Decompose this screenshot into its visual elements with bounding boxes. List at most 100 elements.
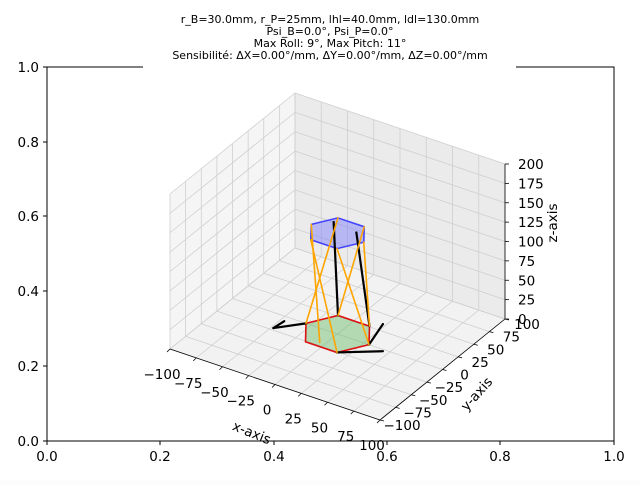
grid-line <box>294 92 506 165</box>
grid-line <box>294 189 506 262</box>
grid-line <box>201 323 412 396</box>
grid-line <box>294 247 506 320</box>
z-tick-label: 100 <box>518 235 544 251</box>
grid-line <box>169 247 296 350</box>
z-tick-label: 75 <box>518 254 535 270</box>
horns-segment <box>367 322 384 346</box>
y-tick-label: −50 <box>419 393 448 409</box>
x-tick-mark <box>166 348 171 353</box>
y-tick-label: −25 <box>435 380 464 396</box>
outer-y-tick-label: 0.0 <box>18 434 39 450</box>
horns-segment <box>332 220 340 317</box>
x-tick-label: −75 <box>174 376 203 392</box>
title-line: Max Roll: 9°, Max Pitch: 11° <box>254 37 407 50</box>
x-tick-mark <box>271 384 276 388</box>
outer-x-tick-label: 0.4 <box>263 449 284 465</box>
x-tick-label: 100 <box>359 438 385 454</box>
y-tick-label: −75 <box>403 405 432 421</box>
title-line: Psi_B=0.0°, Psi_P=0.0° <box>266 25 393 38</box>
grid-line <box>169 131 296 234</box>
y-tick-mark <box>426 381 431 384</box>
x-tick-label: −25 <box>227 394 256 410</box>
x-tick-mark <box>350 410 355 415</box>
x-tick-mark <box>245 375 250 379</box>
z-tick-label: 50 <box>518 273 535 289</box>
x-tick-label: 25 <box>285 411 302 427</box>
y-tick-label: 50 <box>487 342 504 358</box>
x-tick-mark <box>297 393 302 397</box>
y-tick-mark <box>442 369 447 371</box>
rods-segment <box>310 223 321 344</box>
rods-segment <box>362 241 371 327</box>
outer-x-ticks: 0.0 0.2 0.4 0.6 0.8 1.0 <box>36 441 625 465</box>
x-tick-mark <box>219 366 223 371</box>
title-line: r_B=30.0mm, r_P=25mm, lhl=40.0mm, ldl=13… <box>181 13 479 26</box>
grid-line <box>169 112 296 214</box>
y-tick-mark <box>489 331 494 334</box>
rods-segment <box>310 238 338 354</box>
grid-line <box>294 131 506 204</box>
z-tick-label: 25 <box>518 293 535 309</box>
rods-segment <box>336 247 370 346</box>
x-tick-label: 75 <box>337 429 354 445</box>
outer-y-tick-label: 0.4 <box>18 284 39 300</box>
grid-line <box>294 208 506 281</box>
outer-y-tick-label: 0.2 <box>18 359 39 375</box>
horns-segment <box>272 320 286 330</box>
y-tick-label: 75 <box>503 330 520 346</box>
z-tick-label: 150 <box>518 196 544 212</box>
chart-title: r_B=30.0mm, r_P=25mm, lhl=40.0mm, ldl=13… <box>172 13 487 62</box>
horns-segment <box>335 350 384 354</box>
outer-y-ticks: 0.0 0.2 0.4 0.6 0.8 1.0 <box>18 60 47 450</box>
title-line: Sensibilité: ΔX=0.00°/mm, ΔY=0.00°/mm, Δ… <box>172 49 487 62</box>
grid-line <box>169 170 296 272</box>
rods-segment <box>337 225 365 317</box>
grid-line <box>232 298 443 370</box>
x-tick-label: −100 <box>143 367 180 383</box>
grid-line <box>169 228 296 330</box>
z-tick-label: 175 <box>518 176 544 192</box>
x-tick-label: 0 <box>263 403 272 419</box>
x-tick-label: −50 <box>200 385 229 401</box>
outer-x-tick-label: 0.2 <box>149 449 170 465</box>
y-tick-mark <box>458 356 463 359</box>
platform-surface <box>310 217 365 249</box>
outer-y-tick-label: 0.8 <box>18 135 39 151</box>
axes3d-tick-labels: −100−75−50−250255075100−100−75−50−250255… <box>143 157 543 454</box>
y-tick-label: −100 <box>383 418 420 434</box>
rods-segment <box>305 217 339 325</box>
y-tick-label: 100 <box>514 317 540 333</box>
horns-segment <box>272 322 308 330</box>
y-tick-mark <box>411 394 416 397</box>
z-tick-label: 0 <box>518 312 527 328</box>
outer-y-tick-label: 0.6 <box>18 209 39 225</box>
z-axis-label: z-axis <box>545 203 561 242</box>
grid-line <box>169 208 296 311</box>
x-tick-mark <box>324 401 328 406</box>
outer-x-tick-label: 0.0 <box>36 449 57 465</box>
grid-line <box>185 335 396 408</box>
grid-line <box>294 150 506 223</box>
z-tick-label: 200 <box>518 157 544 173</box>
outer-y-tick-label: 1.0 <box>18 60 39 76</box>
grid-line <box>169 189 296 292</box>
axes3d-data-marks <box>272 217 384 354</box>
grid-line <box>169 92 296 195</box>
grid-line <box>294 111 506 184</box>
grid-line <box>169 150 296 253</box>
x-tick-label: 50 <box>311 420 328 436</box>
y-tick-label: 0 <box>460 368 469 384</box>
title-background <box>143 0 516 72</box>
y-tick-label: 25 <box>472 355 489 371</box>
outer-x-tick-label: 0.6 <box>376 449 397 465</box>
base-surface <box>305 315 370 353</box>
y-tick-mark <box>379 419 385 422</box>
y-tick-mark <box>395 406 400 409</box>
x-tick-mark <box>192 357 197 362</box>
z-tick-label: 125 <box>518 215 544 231</box>
grid-line <box>294 228 506 301</box>
outer-x-tick-label: 0.8 <box>489 449 510 465</box>
grid-line <box>294 170 506 242</box>
outer-x-tick-label: 1.0 <box>603 449 624 465</box>
